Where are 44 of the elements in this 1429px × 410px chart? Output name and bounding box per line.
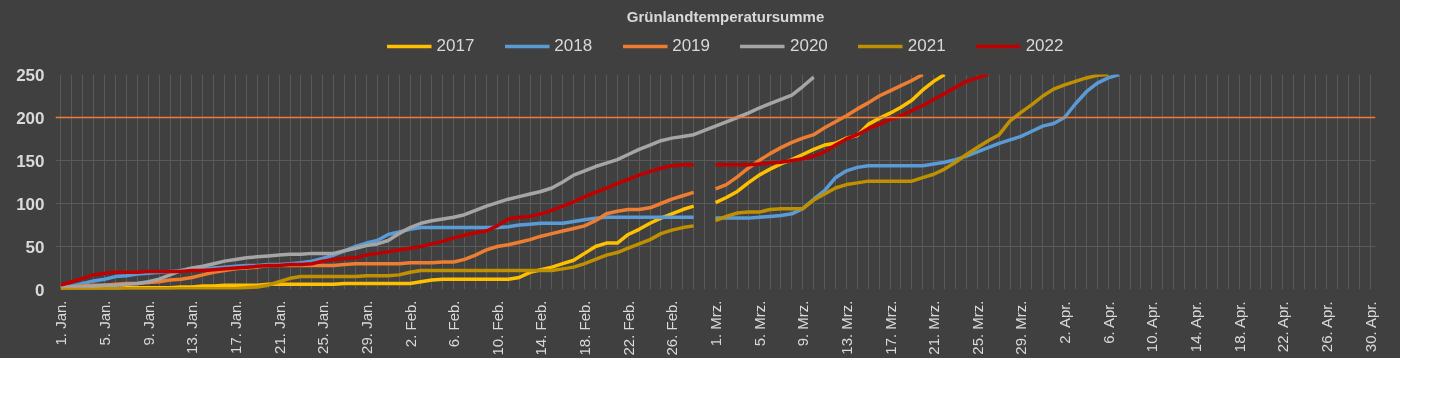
legend-label: 2017 — [436, 35, 475, 56]
y-tick-label: 50 — [25, 237, 45, 257]
x-tick-label: 6. Feb. — [445, 300, 463, 348]
legend-label: 2018 — [554, 35, 593, 56]
x-tick-label: 17. Mrz. — [881, 300, 899, 355]
legend-label: 2020 — [790, 35, 828, 56]
x-tick-label: 29. Jan. — [357, 300, 375, 354]
x-tick-label: 5. Mrz. — [750, 300, 768, 347]
x-tick-label: 22. Feb. — [619, 300, 637, 356]
x-tick-label: 14. Apr. — [1187, 301, 1204, 353]
x-tick-label: 21. Mrz. — [925, 300, 943, 355]
x-tick-label: 18. Apr. — [1230, 301, 1248, 353]
x-tick-label: 2. Feb. — [401, 300, 419, 348]
y-tick-label: 250 — [16, 65, 45, 85]
x-tick-label: 6. Apr. — [1099, 301, 1117, 344]
y-tick-label: 150 — [16, 151, 45, 171]
legend-label: 2019 — [672, 35, 710, 56]
x-tick-label: 9. Jan. — [139, 300, 157, 346]
x-tick-label: 25. Mrz. — [968, 300, 986, 355]
y-tick-label: 0 — [35, 280, 45, 300]
x-tick-label: 22. Apr. — [1274, 301, 1292, 353]
x-tick-label: 26. Apr. — [1317, 301, 1335, 353]
x-tick-label: 25. Jan. — [314, 300, 332, 354]
x-tick-label: 13. Jan. — [183, 300, 201, 354]
x-tick-label: 5. Jan. — [96, 300, 114, 346]
x-tick-label: 21. Jan. — [270, 300, 288, 354]
legend-label: 2021 — [907, 35, 946, 56]
x-tick-label: 18. Feb. — [576, 300, 594, 356]
x-tick-label: 30. Apr. — [1361, 301, 1379, 353]
x-tick-label: 2. Apr. — [1056, 301, 1074, 344]
x-tick-label: 9. Mrz. — [794, 300, 812, 347]
x-tick-label: 17. Jan. — [227, 300, 244, 354]
y-tick-label: 200 — [16, 108, 45, 128]
chart-title: Grünlandtemperatursumme — [626, 7, 825, 25]
legend-label: 2022 — [1025, 35, 1064, 56]
x-tick-label: 10. Feb. — [488, 300, 506, 356]
x-tick-label: 1. Jan. — [52, 300, 70, 346]
x-tick-label: 29. Mrz. — [1012, 300, 1030, 355]
x-tick-label: 26. Feb. — [663, 300, 681, 356]
y-tick-label: 100 — [16, 194, 45, 214]
x-tick-label: 14. Feb. — [532, 300, 550, 356]
x-tick-label: 1. Mrz. — [707, 300, 724, 347]
x-tick-label: 13. Mrz. — [837, 300, 855, 355]
x-tick-label: 10. Apr. — [1143, 301, 1161, 353]
